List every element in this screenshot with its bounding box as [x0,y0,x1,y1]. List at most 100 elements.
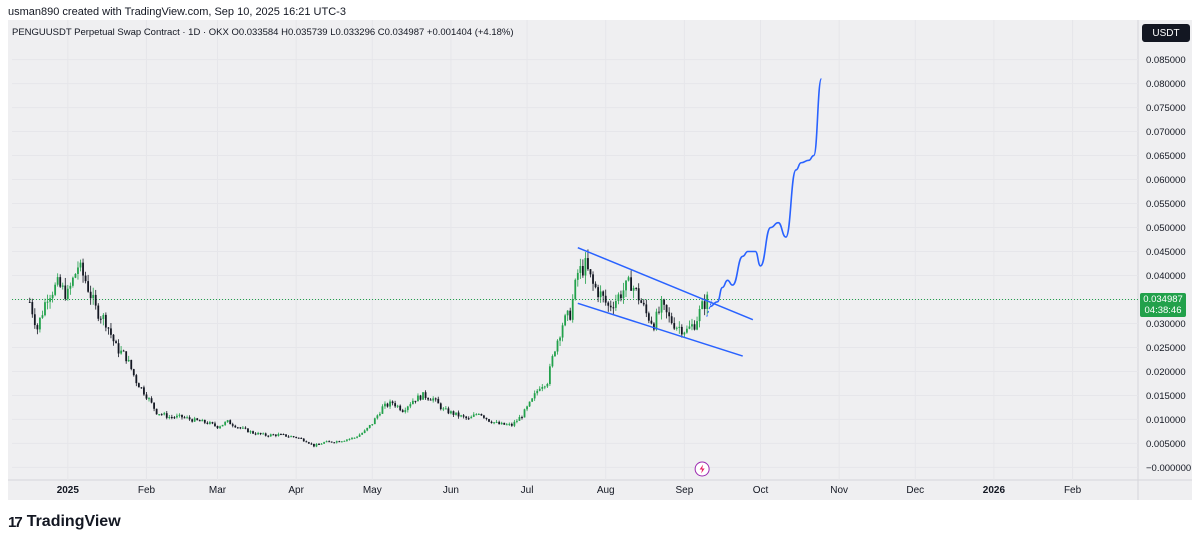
candle-body [87,281,90,292]
time-tick-label: Aug [597,485,615,496]
candle-body [39,317,41,330]
candle-body [371,424,374,426]
candle-body [313,443,315,447]
candle-body [541,386,544,389]
candle-body [675,327,678,329]
candle-body [467,418,470,420]
candle-body [79,262,82,268]
candle-body [551,356,554,367]
candle-body [602,291,605,296]
candle-body [703,301,706,309]
candle-body [366,427,369,431]
candle-body [183,417,186,419]
price-tick-label: −0.000000 [1146,463,1191,474]
candle-body [176,415,178,418]
candle-body [198,420,201,422]
time-tick-label: Jul [521,485,534,496]
candle-body [543,386,546,388]
price-tick-label: 0.010000 [1146,415,1186,426]
price-tick-label: 0.005000 [1146,439,1186,450]
candle-body [340,441,343,443]
time-tick-label: 2025 [57,485,80,496]
candle-body [122,350,125,352]
candle-body [274,434,277,436]
candle-body [363,430,366,433]
candle-body [693,324,696,330]
price-tick-label: 0.015000 [1146,391,1186,402]
candle-body [521,417,523,419]
time-tick-label: Jun [443,485,459,496]
time-tick-label: Feb [138,485,156,496]
candle-body [323,442,325,444]
candle-body [452,411,455,415]
candle-body [315,443,318,447]
candle-body [94,294,97,306]
candle-body [472,414,475,417]
candle-body [325,441,328,443]
candle-body [102,314,105,319]
candle-body [259,432,262,435]
candle-body [143,387,145,395]
candle-body [475,414,478,416]
candle-body [333,442,336,444]
time-tick-label: Mar [209,485,227,496]
candle-body [673,323,676,329]
last-price-value: 0.034987 [1143,293,1183,305]
candle-body [376,415,379,419]
candle-body [686,328,688,333]
candle-body [640,300,643,303]
candle-body [112,334,115,342]
price-tick-label: 0.020000 [1146,367,1186,378]
candle-body [546,383,549,387]
candle-body [28,301,31,303]
candle-body [508,423,511,425]
brand-name: TradingView [26,513,121,530]
candle-body [71,277,74,286]
candle-body [526,406,528,410]
candle-body [604,295,607,303]
candle-body [465,416,468,419]
price-tick-label: 0.075000 [1146,103,1186,114]
candle-body [44,302,46,316]
candle-body [658,311,660,313]
candle-body [148,398,150,400]
candle-body [254,433,257,435]
candle-body [409,404,412,407]
symbol-legend: PENGUUSDT Perpetual Swap Contract · 1D ·… [12,27,514,38]
candle-body [84,275,87,282]
candle-body [607,302,610,306]
tradingview-brand[interactable]: 17 TradingView [8,513,121,531]
author-credit: usman890 created with TradingView.com, S… [8,6,346,18]
candle-body [346,439,348,441]
candle-body [318,443,320,445]
candle-body [267,435,270,437]
candle-body [401,410,404,412]
candle-body [490,421,493,424]
candle-body [165,413,168,418]
candle-body [51,294,54,299]
candle-body [559,337,561,341]
price-tick-label: 0.085000 [1146,55,1186,66]
time-tick-label: Dec [906,485,924,496]
candle-body [391,401,394,404]
candle-body [56,277,59,285]
candle-body [206,422,209,424]
price-tick-label: 0.050000 [1146,223,1186,234]
candle-body [115,341,117,344]
candle-body [617,294,620,301]
candle-body [432,398,435,401]
candle-body [249,431,252,433]
candle-body [556,340,559,352]
candle-body [554,351,556,357]
candle-body [130,359,133,370]
time-tick-label: Oct [753,485,769,496]
candle-body [528,401,531,407]
candle-body [41,315,44,318]
candle-body [612,307,615,309]
candle-body [181,414,183,418]
currency-button[interactable]: USDT [1142,24,1190,42]
candle-body [379,413,381,416]
candle-body [209,422,211,424]
candle-body [442,408,445,410]
